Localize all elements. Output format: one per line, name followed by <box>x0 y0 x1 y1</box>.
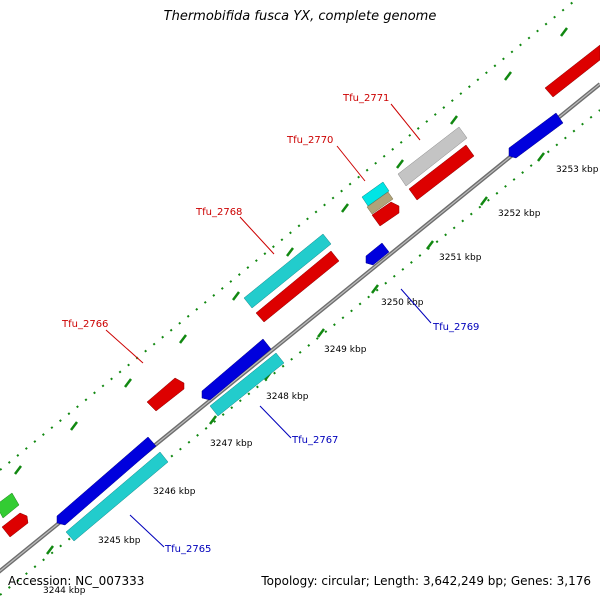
tick-label: 3253 kbp <box>556 165 599 175</box>
accession-text: Accession: NC_007333 <box>8 574 145 588</box>
gene-feature[interactable] <box>365 242 390 266</box>
tick-label: 3245 kbp <box>98 536 141 546</box>
gene-feature[interactable] <box>146 377 185 412</box>
tick-label: 3249 kbp <box>324 345 367 355</box>
tick-label: 3244 kbp <box>43 586 86 596</box>
gene-label[interactable]: Tfu_2765 <box>164 544 211 555</box>
gene-feature[interactable] <box>366 191 394 215</box>
gene-features-reverse[interactable] <box>56 112 564 542</box>
gene-feature[interactable] <box>56 436 157 526</box>
gene-label[interactable]: Tfu_2769 <box>432 322 479 333</box>
topology-text: Topology: circular; Length: 3,642,249 bp… <box>261 574 591 588</box>
tick-label: 3250 kbp <box>381 298 424 308</box>
gene-feature[interactable] <box>544 44 600 98</box>
gene-feature[interactable] <box>243 233 332 309</box>
gene-label[interactable]: Tfu_2767 <box>291 435 338 446</box>
tick-label: 3252 kbp <box>498 209 541 219</box>
gene-label[interactable]: Tfu_2771 <box>342 93 389 104</box>
gene-feature[interactable] <box>361 181 390 207</box>
inner-tick-track <box>0 109 600 596</box>
callout-lines <box>105 103 432 548</box>
tick-label: 3246 kbp <box>153 487 196 497</box>
tick-label: 3248 kbp <box>266 392 309 402</box>
gene-feature[interactable] <box>209 352 285 417</box>
tick-label: 3251 kbp <box>439 253 482 263</box>
gene-feature[interactable] <box>1 512 29 538</box>
gene-label[interactable]: Tfu_2768 <box>195 207 242 218</box>
gene-feature[interactable] <box>201 338 272 401</box>
gene-label[interactable]: Tfu_2766 <box>61 319 108 330</box>
tick-label: 3247 kbp <box>210 439 253 449</box>
map-title: Thermobifida fusca YX, complete genome <box>163 9 437 24</box>
gene-feature[interactable] <box>397 126 468 187</box>
gene-feature[interactable] <box>371 201 400 227</box>
gene-features-forward[interactable] <box>0 44 600 538</box>
gene-feature[interactable] <box>255 250 340 323</box>
gene-feature[interactable] <box>0 492 20 519</box>
gene-label[interactable]: Tfu_2770 <box>286 135 333 146</box>
gene-feature[interactable] <box>65 451 169 542</box>
gene-feature[interactable] <box>408 144 475 201</box>
gene-feature[interactable] <box>508 112 564 159</box>
